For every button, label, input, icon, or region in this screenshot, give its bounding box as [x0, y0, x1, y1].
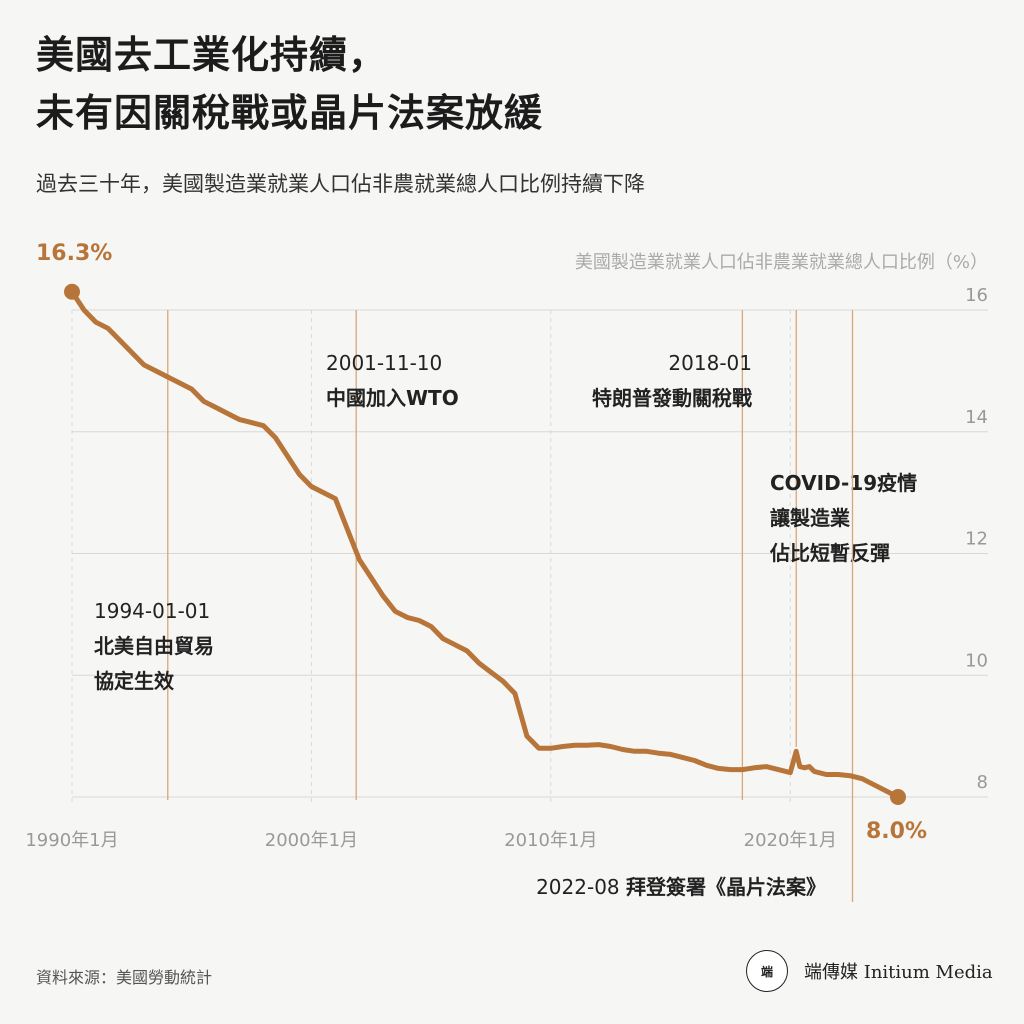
- source-note: 資料來源：美國勞動統計: [36, 968, 213, 987]
- event-text: 拜登簽署《晶片法案》: [626, 875, 826, 899]
- event-text: COVID-19疫情: [770, 471, 917, 495]
- brand-logo-icon: 端: [746, 950, 788, 992]
- event-date: 2022-08: [536, 875, 626, 899]
- event-date: 1994-01-01: [94, 599, 210, 623]
- y-tick-label: 12: [965, 529, 988, 550]
- y-tick-label: 16: [965, 285, 988, 306]
- y-tick-label: 14: [965, 407, 988, 428]
- event-text: 協定生效: [94, 669, 174, 693]
- y-axis-title: 美國製造業就業人口佔非農業就業總人口比例（%）: [575, 252, 988, 273]
- event-text: 中國加入WTO: [326, 386, 459, 410]
- event-date: 2018-01: [668, 351, 752, 375]
- x-tick-label: 2020年1月: [744, 830, 837, 851]
- chart-subtitle: 過去三十年，美國製造業就業人口佔非農就業總人口比例持續下降: [36, 172, 645, 196]
- event-text: 北美自由貿易: [94, 634, 214, 658]
- end-point: [890, 789, 906, 805]
- x-tick-label: 2000年1月: [265, 830, 358, 851]
- title-line-1: 美國去工業化持續，: [36, 33, 388, 77]
- title-line-2: 未有因關稅戰或晶片法案放緩: [36, 91, 544, 135]
- brand-name: 端傳媒 Initium Media: [804, 962, 993, 983]
- end-value-label: 8.0%: [866, 819, 927, 844]
- y-tick-label: 8: [977, 772, 988, 793]
- event-text: 特朗普發動關稅戰: [592, 386, 752, 410]
- chart-title: 美國去工業化持續， 未有因關稅戰或晶片法案放緩: [36, 26, 543, 142]
- event-text: 佔比短暫反彈: [769, 541, 890, 565]
- event-text: 讓製造業: [770, 506, 851, 530]
- start-value-label: 16.3%: [36, 241, 112, 266]
- y-tick-label: 10: [965, 650, 988, 671]
- event-date: 2001-11-10: [326, 351, 442, 375]
- start-point: [64, 283, 80, 300]
- event-label: 2022-08 拜登簽署《晶片法案》: [536, 875, 826, 899]
- series-line: [69, 289, 901, 800]
- brand: 端 端傳媒 Initium Media: [746, 950, 993, 992]
- x-tick-label: 2010年1月: [504, 830, 597, 851]
- x-tick-label: 1990年1月: [25, 830, 118, 851]
